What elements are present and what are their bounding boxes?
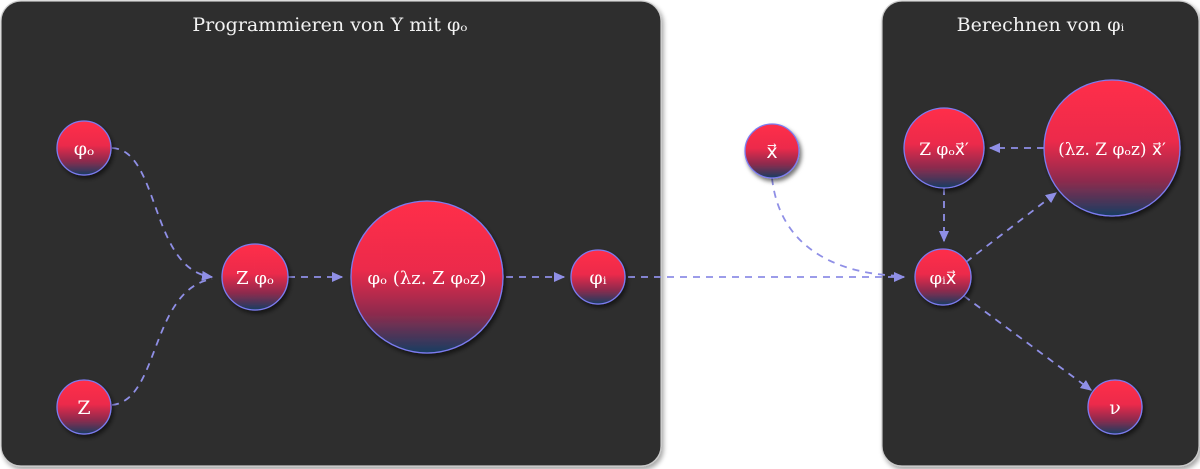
node-z: Z <box>56 379 112 435</box>
left-panel-title: Programmieren von Y mit φₒ <box>192 14 468 36</box>
node-z-label: Z <box>77 397 90 419</box>
node-z-phi-o: Z φₒ <box>221 243 289 311</box>
node-nu-label: ν <box>1109 397 1121 419</box>
node-phi-i-x: φᵢx⃗ <box>914 248 972 306</box>
node-z-phi-o-x-label: Z φₒx⃗′ <box>919 140 969 160</box>
node-lambda-x: (λz. Z φₒz) x⃗′ <box>1043 79 1181 217</box>
node-x-vec: x⃗ <box>744 123 800 179</box>
node-x-vec-label: x⃗ <box>766 141 777 163</box>
right-panel-title: Berechnen von φᵢ <box>956 14 1125 36</box>
edge-phi-i-x-to-nu <box>963 295 1093 391</box>
edge-z-to-z-phi-o <box>111 278 213 406</box>
right-panel <box>881 0 1200 467</box>
node-phi-i-label: φᵢ <box>589 267 606 289</box>
node-phi-i: φᵢ <box>570 249 626 305</box>
edge-x-to-phi-i-x <box>771 177 905 277</box>
node-phi-o: φₒ <box>56 120 112 176</box>
left-panel <box>0 0 662 467</box>
node-phi-o-lambda-label: φₒ (λz. Z φₒz) <box>368 268 487 289</box>
edge-phi-i-x-to-lambda-x <box>965 192 1057 263</box>
node-z-phi-o-label: Z φₒ <box>236 268 274 289</box>
node-z-phi-o-x: Z φₒx⃗′ <box>903 107 985 189</box>
edge-phi-o-to-z-phi-o <box>111 147 214 281</box>
node-phi-i-x-label: φᵢx⃗ <box>930 268 957 289</box>
node-lambda-x-label: (λz. Z φₒz) x⃗′ <box>1058 140 1166 160</box>
node-nu: ν <box>1087 379 1143 435</box>
node-phi-o-label: φₒ <box>74 138 95 160</box>
node-phi-o-lambda: φₒ (λz. Z φₒz) <box>350 200 504 354</box>
